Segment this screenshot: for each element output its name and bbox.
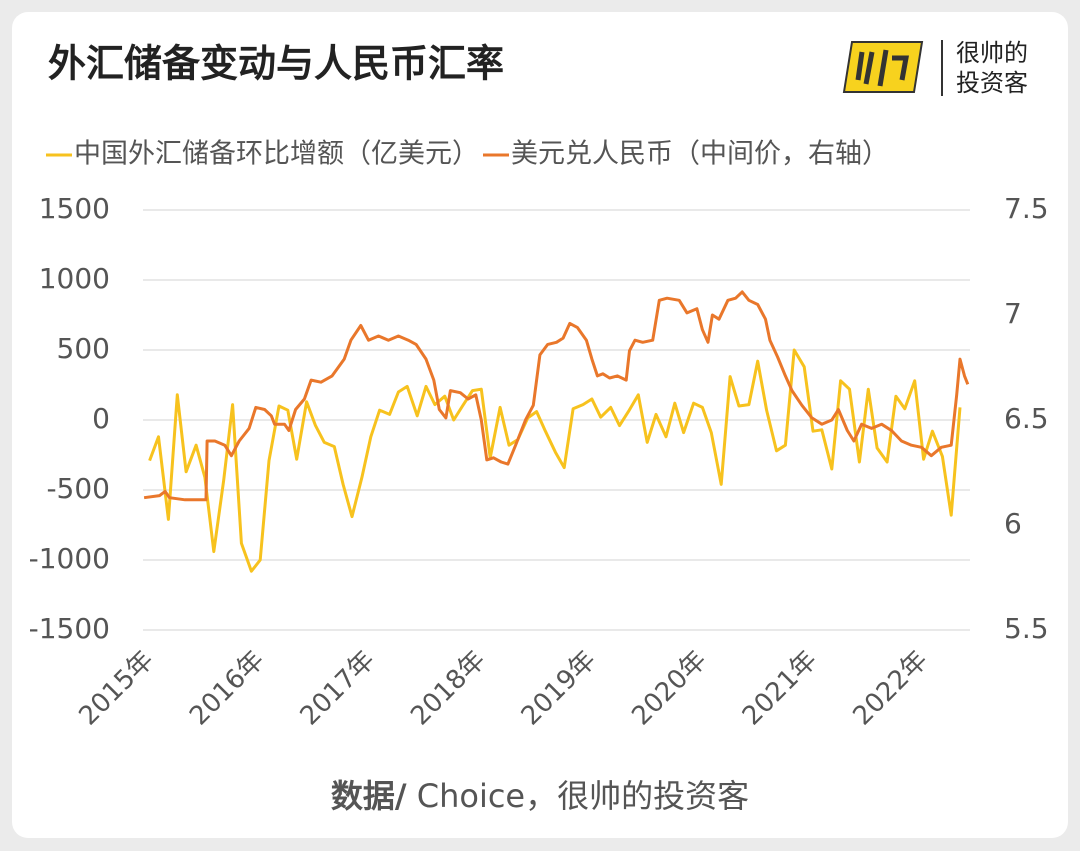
- logo: 很帅的 投资客: [842, 39, 1028, 97]
- series-line: [148, 348, 962, 573]
- y2-tick-label: 7: [1004, 297, 1022, 330]
- y-tick-label: -1500: [29, 612, 110, 645]
- y-tick-label: -1000: [29, 542, 110, 575]
- y2-tick-label: 6: [1004, 507, 1022, 540]
- y-tick-label: 1000: [39, 262, 110, 295]
- legend-label: 中国外汇储备环比增额（亿美元）: [74, 139, 479, 170]
- y-tick-label: 500: [57, 332, 110, 365]
- logo-strokes: [855, 49, 909, 87]
- chart-title: 外汇储备变动与人民币汇率: [48, 42, 504, 86]
- y-tick-label: -500: [46, 472, 110, 505]
- source: 数据/ Choice，很帅的投资客: [331, 777, 749, 815]
- y-tick-label: 1500: [39, 192, 110, 225]
- legend: 中国外汇储备环比增额（亿美元） 美元兑人民币（中间价，右轴）: [46, 139, 889, 170]
- y-tick-label: 0: [92, 402, 110, 435]
- y2-tick-label: 5.5: [1004, 612, 1049, 645]
- card: [12, 12, 1068, 838]
- source-label: 数据/: [331, 777, 407, 815]
- brand-line: 很帅的: [956, 39, 1028, 67]
- legend-label: 美元兑人民币（中间价，右轴）: [511, 139, 889, 170]
- series-line: [143, 290, 970, 502]
- y2-tick-label: 7.5: [1004, 192, 1049, 225]
- brand-line: 投资客: [956, 69, 1028, 97]
- y2-tick-label: 6.5: [1004, 402, 1049, 435]
- source-text: Choice，很帅的投资客: [407, 777, 750, 815]
